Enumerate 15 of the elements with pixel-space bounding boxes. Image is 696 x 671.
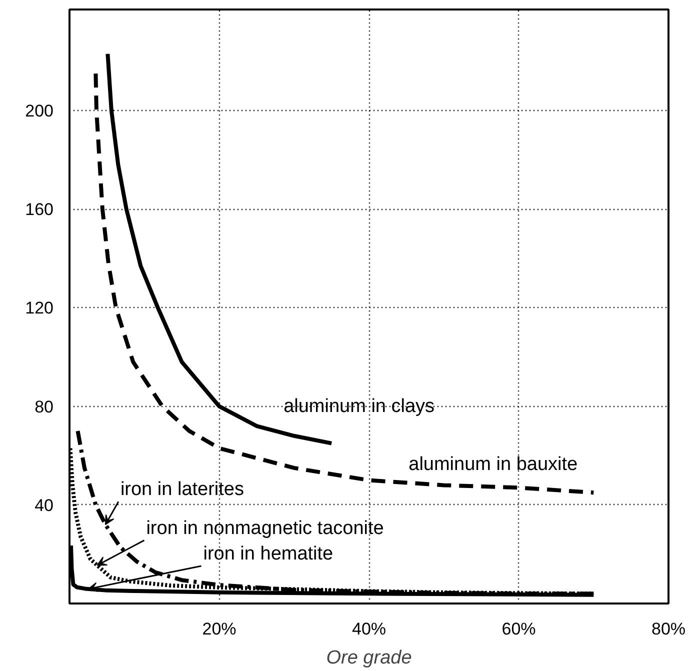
- y-tick-label: 80: [34, 397, 54, 416]
- annotation: iron in laterites: [120, 479, 244, 500]
- annotation: iron in hematite: [203, 543, 334, 564]
- x-tick-label: 60%: [502, 620, 536, 638]
- y-tick-label: 120: [25, 298, 54, 318]
- x-axis-title: Ore grade: [326, 648, 412, 668]
- x-tick-label: 40%: [352, 620, 386, 638]
- y-tick-label: 160: [25, 200, 54, 220]
- annotation: aluminum in clays: [284, 396, 435, 417]
- y-tick-label: 40: [34, 496, 54, 515]
- annotation: iron in nonmagnetic taconite: [146, 518, 384, 539]
- x-tick-label: 80%: [651, 620, 686, 638]
- x-tick-label: 20%: [202, 620, 236, 638]
- y-tick-label: 200: [25, 102, 54, 121]
- annotation: aluminum in bauxite: [408, 454, 578, 476]
